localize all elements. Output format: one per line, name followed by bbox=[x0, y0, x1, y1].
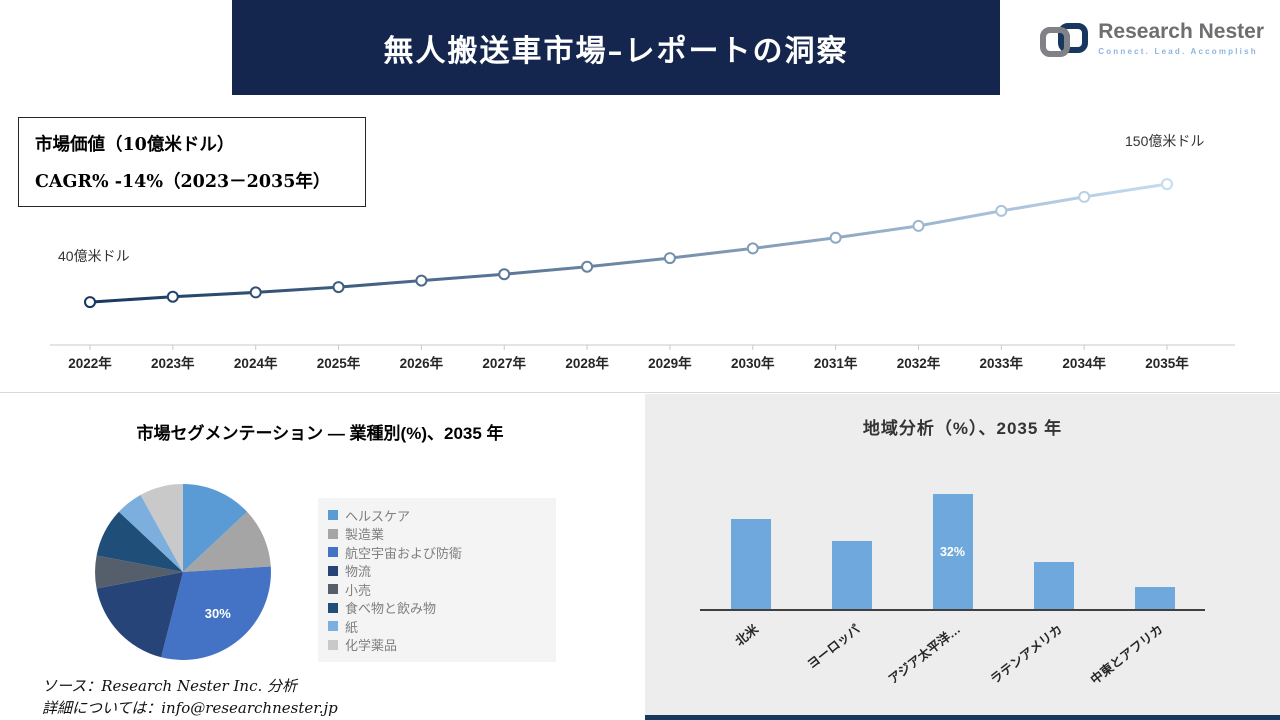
legend-swatch bbox=[328, 621, 338, 632]
svg-text:2035年: 2035年 bbox=[1145, 355, 1189, 371]
legend-item: 食べ物と飲み物 bbox=[328, 599, 546, 618]
svg-text:2022年: 2022年 bbox=[68, 355, 112, 371]
svg-text:2027年: 2027年 bbox=[482, 355, 526, 371]
legend-item: 小売 bbox=[328, 580, 546, 599]
pie-chart-title: 市場セグメンテーション ― 業種別(%)、2035 年 bbox=[136, 424, 504, 443]
market-value-info-box: 市場価値（10億米ドル） CAGR% -14%（2023－2035年） bbox=[18, 117, 366, 207]
svg-text:2023年: 2023年 bbox=[151, 355, 195, 371]
regional-bar-chart: 北米 ヨーロッパ 32% アジア太平洋… ラテンアメリカ 中東とアフリカ bbox=[700, 481, 1205, 687]
bar-category-label: アジア太平洋… bbox=[886, 622, 964, 687]
legend-label: 食べ物と飲み物 bbox=[345, 601, 437, 617]
legend-swatch bbox=[328, 510, 338, 521]
legend-item: 化学薬品 bbox=[328, 636, 546, 655]
chain-link-logo-icon bbox=[1039, 20, 1089, 65]
market-value-line-chart: 2022年 2023年 2024年 2025年 2026年 2027年 2028年 2029年… bbox=[50, 178, 1235, 371]
section-divider bbox=[0, 392, 1280, 393]
svg-text:2030年: 2030年 bbox=[731, 355, 775, 371]
svg-text:2025年: 2025年 bbox=[317, 355, 361, 371]
legend-label: 航空宇宙および防衛 bbox=[345, 545, 463, 561]
cagr-label: CAGR% -14%（2023－2035年） bbox=[35, 172, 331, 192]
legend-label: 小売 bbox=[345, 582, 372, 598]
legend-label: ヘルスケア bbox=[345, 508, 411, 524]
bar-slot: 北米 bbox=[700, 481, 801, 649]
bar-slot: 32% アジア太平洋… bbox=[886, 481, 1003, 687]
legend-swatch bbox=[328, 602, 338, 613]
logo-text: Research Nester Connect. Lead. Accomplis… bbox=[1098, 20, 1264, 56]
legend-item: ヘルスケア bbox=[328, 506, 546, 525]
research-nester-logo: Research Nester Connect. Lead. Accomplis… bbox=[1039, 20, 1264, 65]
regional-analysis-panel: 地域分析（%）、2035 年 北米 ヨーロッパ 32% アジア太平洋… ラテンアメリカ中… bbox=[645, 394, 1280, 720]
legend-item: 製造業 bbox=[328, 525, 546, 544]
page-title: 無人搬送車市場–レポートの洞察 bbox=[383, 33, 849, 69]
bar bbox=[1134, 587, 1175, 609]
header-banner: 無人搬送車市場–レポートの洞察 bbox=[232, 0, 1000, 95]
svg-text:30%: 30% bbox=[205, 606, 231, 621]
logo-brand: Research Nester bbox=[1098, 20, 1264, 43]
legend-label: 製造業 bbox=[345, 527, 385, 543]
svg-text:2024年: 2024年 bbox=[234, 355, 278, 371]
legend-swatch bbox=[328, 639, 338, 650]
svg-text:2026年: 2026年 bbox=[400, 355, 444, 371]
end-value-annotation: 150億米ドル bbox=[1125, 133, 1205, 149]
legend-label: 化学薬品 bbox=[345, 638, 398, 654]
svg-text:2034年: 2034年 bbox=[1062, 355, 1106, 371]
legend-label: 紙 bbox=[345, 619, 359, 635]
legend-swatch bbox=[328, 528, 338, 539]
legend-item: 紙 bbox=[328, 617, 546, 636]
legend-label: 物流 bbox=[345, 564, 372, 580]
bar-value-label: 32% bbox=[939, 544, 966, 559]
bar bbox=[1033, 562, 1074, 609]
bar-category-label: ヨーロッパ bbox=[804, 622, 863, 672]
segmentation-pie-chart: 30% bbox=[95, 484, 271, 660]
bar bbox=[831, 541, 872, 609]
legend-swatch bbox=[328, 584, 338, 595]
market-value-label: 市場価値（10億米ドル） bbox=[35, 135, 235, 155]
start-value-annotation: 40億米ドル bbox=[58, 248, 130, 264]
svg-text:2032年: 2032年 bbox=[897, 355, 941, 371]
pie-legend: ヘルスケア製造業航空宇宙および防衛 物流小売食べ物と飲み物紙化学薬品 bbox=[318, 498, 556, 662]
bar: 32% bbox=[932, 494, 973, 609]
bar-category-label: ラテンアメリカ bbox=[987, 622, 1065, 687]
svg-text:2029年: 2029年 bbox=[648, 355, 692, 371]
bar-category-label: 北米 bbox=[733, 622, 762, 649]
legend-item: 物流 bbox=[328, 562, 546, 581]
segmentation-panel: 市場セグメンテーション ― 業種別(%)、2035 年 30% ヘルスケア製造業… bbox=[0, 393, 638, 720]
source-note: ソース：Research Nester Inc. 分析 bbox=[42, 677, 298, 695]
bar-slot: ヨーロッパ bbox=[801, 481, 902, 672]
legend-item: 航空宇宙および防衛 bbox=[328, 543, 546, 562]
bar-slot: ラテンアメリカ bbox=[987, 481, 1104, 687]
logo-tagline: Connect. Lead. Accomplish bbox=[1098, 47, 1258, 57]
legend-swatch bbox=[328, 547, 338, 558]
bar bbox=[730, 519, 771, 609]
svg-text:2031年: 2031年 bbox=[814, 355, 858, 371]
bar-chart-title: 地域分析（%）、2035 年 bbox=[862, 419, 1063, 438]
svg-text:2033年: 2033年 bbox=[980, 355, 1024, 371]
legend-swatch bbox=[328, 565, 338, 576]
bar-category-label: 中東とアフリカ bbox=[1087, 622, 1166, 688]
bar-slot: 中東とアフリカ bbox=[1088, 481, 1205, 687]
svg-text:2028年: 2028年 bbox=[565, 355, 609, 371]
contact-note: 詳細については：info@researchnester.jp bbox=[42, 699, 338, 717]
